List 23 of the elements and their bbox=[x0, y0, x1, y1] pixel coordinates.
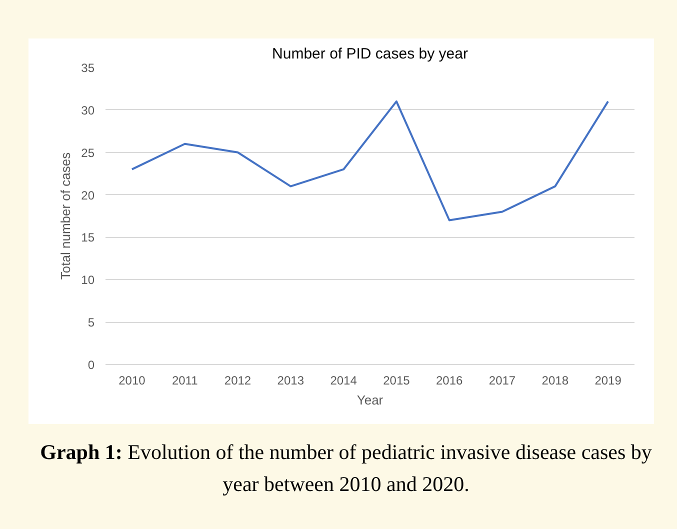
x-axis-title: Year bbox=[356, 392, 384, 408]
y-tick-label: 20 bbox=[81, 188, 95, 202]
x-tick-label: 2015 bbox=[383, 374, 410, 388]
y-tick-label: 10 bbox=[81, 273, 95, 288]
x-tick-label: 2014 bbox=[330, 374, 358, 388]
y-tick-label: 25 bbox=[81, 146, 95, 160]
x-tick-label: 2018 bbox=[542, 374, 569, 388]
x-tick-label: 2010 bbox=[118, 374, 146, 388]
x-tick-label: 2012 bbox=[224, 374, 252, 388]
y-tick-label: 0 bbox=[88, 358, 95, 372]
y-tick-label: 35 bbox=[81, 61, 95, 75]
x-tick-label: 2013 bbox=[277, 374, 304, 388]
y-tick-label: 15 bbox=[81, 230, 95, 245]
caption: Graph 1: Evolution of the number of pediatric invasive disease cases by year between 2010 and 2020. bbox=[39, 439, 653, 498]
x-tick-label: 2011 bbox=[172, 374, 198, 388]
chart-title: Number of PID cases by year bbox=[272, 46, 468, 62]
x-tick-label: 2016 bbox=[436, 374, 464, 388]
y-tick-label: 30 bbox=[81, 103, 95, 118]
y-tick-label: 5 bbox=[88, 316, 95, 330]
y-axis-title: Total number of cases bbox=[58, 152, 74, 280]
line-series bbox=[130, 100, 610, 222]
x-tick-label: 2017 bbox=[488, 374, 516, 388]
x-tick-label: 2019 bbox=[594, 374, 622, 388]
